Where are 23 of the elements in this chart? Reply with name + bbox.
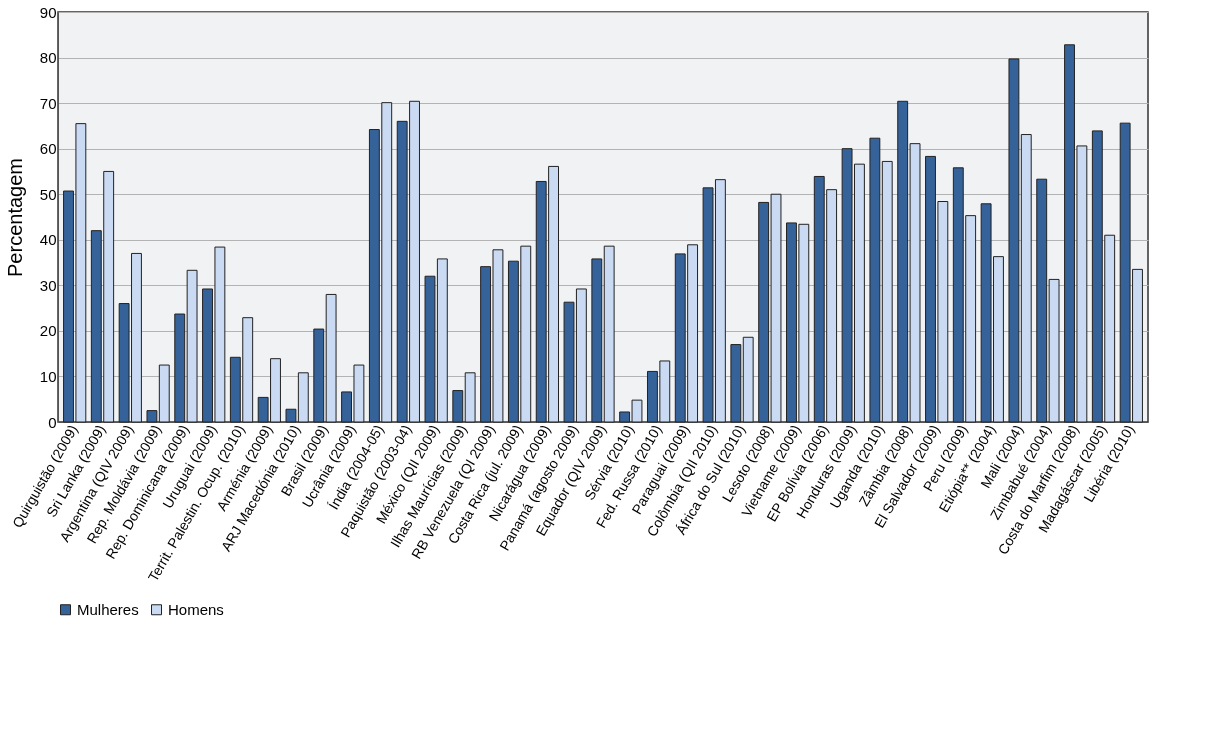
- y-tick-label: 90: [39, 3, 57, 21]
- y-tick-label: 50: [39, 185, 57, 203]
- y-tick-label: 40: [39, 231, 57, 249]
- bar: [730, 344, 742, 423]
- y-tick-label: 0: [48, 413, 57, 431]
- y-tick-label: 60: [39, 140, 57, 158]
- bar: [869, 137, 881, 423]
- y-tick-label: 20: [39, 322, 57, 340]
- legend-label: Mulheres: [77, 600, 139, 618]
- y-tick-label: 10: [39, 367, 57, 385]
- bar: [464, 372, 476, 423]
- legend-label: Homens: [168, 600, 224, 618]
- bar: [603, 245, 615, 423]
- bar: [452, 390, 464, 423]
- bar: [742, 336, 754, 423]
- bar: [881, 160, 893, 423]
- y-axis-title: Percentagem: [3, 158, 26, 277]
- bar: [591, 258, 603, 423]
- bar: [325, 293, 337, 423]
- y-tick-label: 30: [39, 276, 57, 294]
- bar: [313, 328, 325, 423]
- y-tick-label: 80: [39, 49, 57, 67]
- y-tick-label: 70: [39, 94, 57, 112]
